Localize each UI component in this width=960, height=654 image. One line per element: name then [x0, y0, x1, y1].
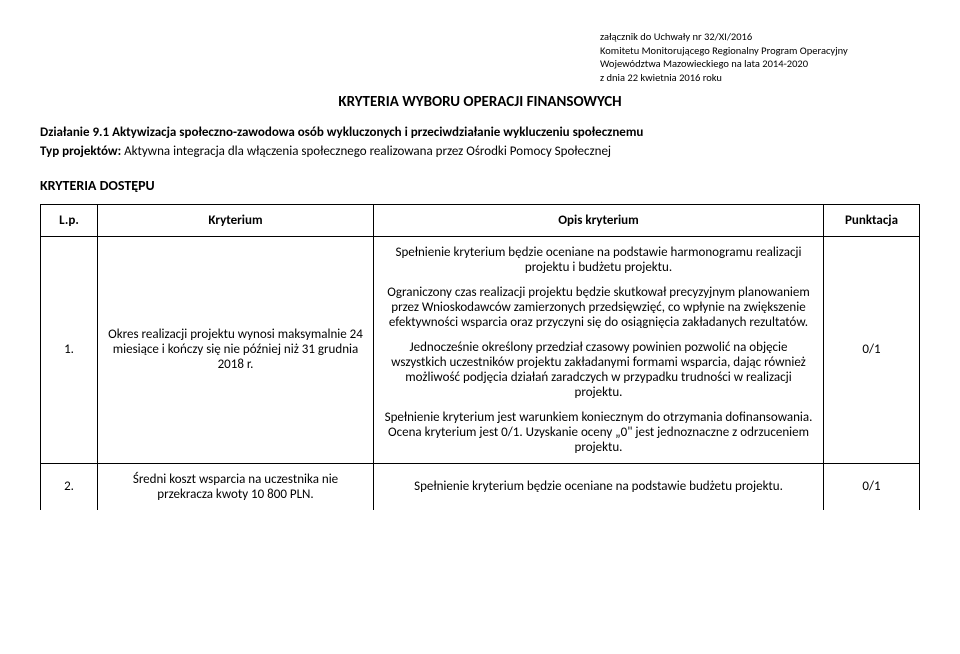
attachment-line: Województwa Mazowieckiego na lata 2014-2… — [600, 57, 920, 71]
header-opis: Opis kryterium — [374, 204, 824, 236]
cell-punktacja: 0/1 — [824, 463, 920, 510]
cell-lp: 2. — [41, 463, 98, 510]
action-text: Aktywizacja społeczno-zawodowa osób wykl… — [112, 125, 643, 140]
opis-paragraph: Jednocześnie określony przedział czasowy… — [384, 340, 813, 400]
attachment-line: Komitetu Monitorującego Regionalny Progr… — [600, 44, 920, 58]
attachment-line: załącznik do Uchwały nr 32/XI/2016 — [600, 30, 920, 44]
cell-punktacja: 0/1 — [824, 236, 920, 463]
header-punktacja: Punktacja — [824, 204, 920, 236]
section-header: KRYTERIA DOSTĘPU — [40, 177, 920, 194]
criteria-table: L.p. Kryterium Opis kryterium Punktacja … — [40, 204, 920, 510]
cell-lp: 1. — [41, 236, 98, 463]
opis-paragraph: Ograniczony czas realizacji projektu będ… — [384, 285, 813, 330]
action-label: Działanie 9.1 — [40, 125, 109, 140]
attachment-line: z dnia 22 kwietnia 2016 roku — [600, 71, 920, 85]
document-title: KRYTERIA WYBORU OPERACJI FINANSOWYCH — [40, 93, 920, 111]
project-type-label: Typ projektów: — [40, 144, 121, 159]
cell-kryterium: Średni koszt wsparcia na uczestnika nie … — [98, 463, 374, 510]
header-kryterium: Kryterium — [98, 204, 374, 236]
cell-opis: Spełnienie kryterium będzie oceniane na … — [374, 236, 824, 463]
attachment-info: załącznik do Uchwały nr 32/XI/2016 Komit… — [600, 30, 920, 85]
project-type-text: Aktywna integracja dla włączenia społecz… — [124, 144, 611, 159]
action-line: Działanie 9.1 Aktywizacja społeczno-zawo… — [40, 125, 920, 140]
cell-opis: Spełnienie kryterium będzie oceniane na … — [374, 463, 824, 510]
table-header-row: L.p. Kryterium Opis kryterium Punktacja — [41, 204, 920, 236]
opis-paragraph: Spełnienie kryterium będzie oceniane na … — [384, 479, 813, 494]
header-lp: L.p. — [41, 204, 98, 236]
table-row: 1. Okres realizacji projektu wynosi maks… — [41, 236, 920, 463]
cell-kryterium: Okres realizacji projektu wynosi maksyma… — [98, 236, 374, 463]
table-row: 2. Średni koszt wsparcia na uczestnika n… — [41, 463, 920, 510]
opis-paragraph: Spełnienie kryterium jest warunkiem koni… — [384, 410, 813, 455]
project-type-line: Typ projektów: Aktywna integracja dla wł… — [40, 144, 920, 159]
opis-paragraph: Spełnienie kryterium będzie oceniane na … — [384, 245, 813, 275]
